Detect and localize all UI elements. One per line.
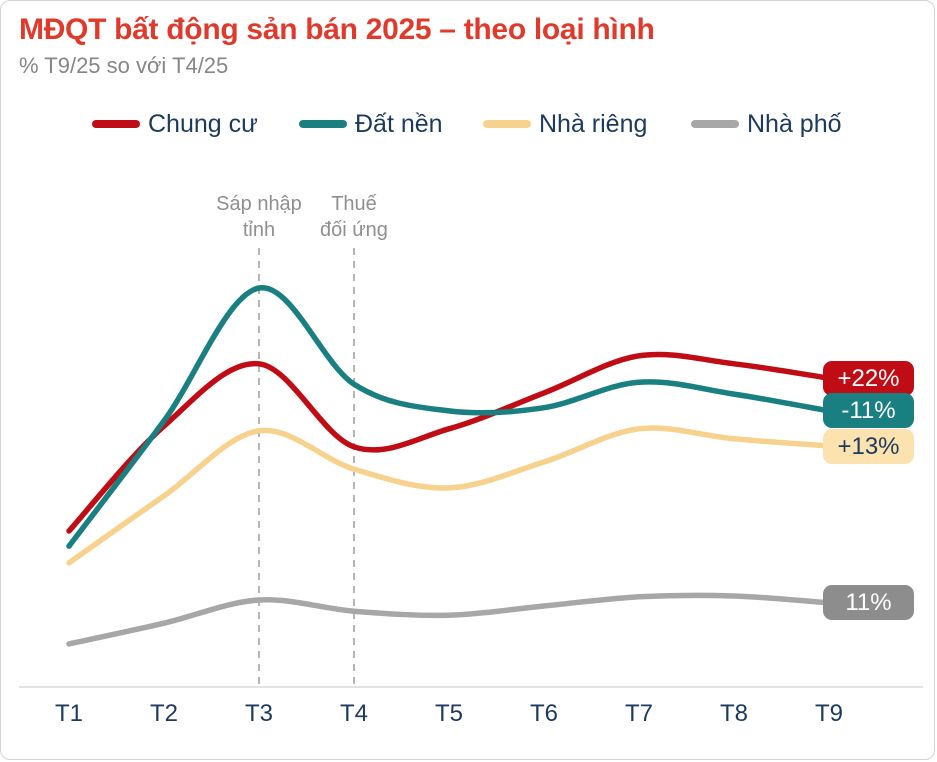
x-axis-label-t2: T2 [149,700,178,727]
x-axis-label-t9: T9 [814,700,843,727]
end-value-badge-nha-pho: 11% [823,585,914,620]
page-subtitle: % T9/25 so với T4/25 [19,53,229,78]
legend-label: Chung cư [148,109,258,138]
legend-swatch-icon [299,120,347,128]
event-annotation-line: tỉnh [242,219,276,241]
x-axis-label-t8: T8 [719,700,748,727]
event-annotation-thue-doi-ung: Thuế đối ứng [274,191,434,243]
x-axis-label-t5: T5 [434,700,463,727]
series-line-chung-cu [66,351,832,534]
legend-label: Đất nền [355,109,443,138]
page-title: MĐQT bất động sản bán 2025 – theo loại h… [19,13,655,46]
x-axis-label-t1: T1 [54,700,83,727]
event-annotation-line: Sáp nhập [216,193,302,215]
x-axis-label-t7: T7 [624,700,653,727]
legend-swatch-icon [483,120,531,128]
series-line-nha-rieng [66,425,832,566]
legend-label: Nhà riêng [539,109,648,138]
legend: Chung cư Đất nền Nhà riêng Nhà phố [1,107,934,141]
legend-item-nha-pho: Nhà phố [691,107,842,141]
legend-item-dat-nen: Đất nền [299,107,443,141]
event-annotation-sap-nhap-tinh: Sáp nhập tỉnh [179,191,339,243]
event-annotation-line: Thuế [331,193,377,215]
legend-item-chung-cu: Chung cư [92,107,258,141]
end-value-badge-dat-nen: -11% [823,393,914,428]
legend-swatch-icon [691,120,739,128]
series-line-dat-nen [66,285,832,549]
series-line-nha-pho [66,592,832,647]
end-value-badge-chung-cu: +22% [823,361,914,396]
legend-item-nha-rieng: Nhà riêng [483,107,647,141]
x-axis-label-t6: T6 [529,700,558,727]
x-axis-label-t4: T4 [339,700,368,727]
legend-swatch-icon [92,120,140,128]
event-annotation-line: đối ứng [320,219,388,241]
x-axis-label-t3: T3 [244,700,273,727]
end-value-badge-nha-rieng: +13% [823,429,914,464]
legend-label: Nhà phố [747,109,842,138]
